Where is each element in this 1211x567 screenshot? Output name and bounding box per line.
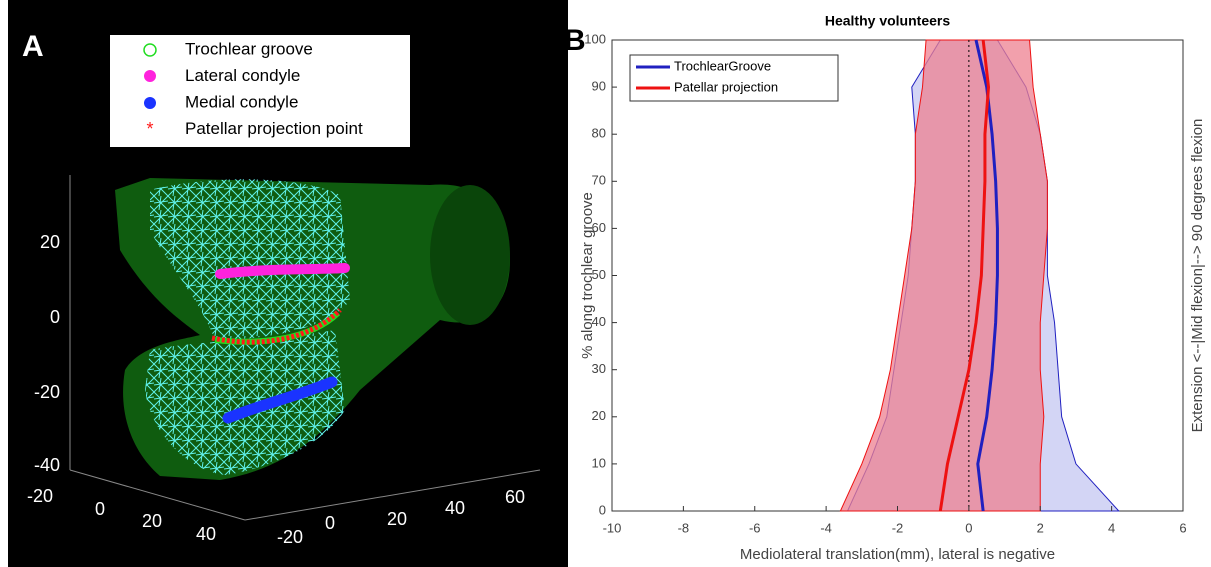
- legend-label: Patellar projection point: [185, 119, 363, 138]
- legend-marker: [143, 43, 157, 57]
- chart-title: Healthy volunteers: [825, 13, 950, 29]
- y-tick-label: 90: [592, 79, 606, 94]
- x-tick-label: 20: [142, 511, 162, 531]
- legend-label: TrochlearGroove: [674, 58, 771, 73]
- band: [839, 39, 1048, 512]
- y-tick-label: 70: [592, 173, 606, 188]
- y-tick-label: 60: [592, 220, 606, 235]
- z-tick-label: -40: [34, 455, 60, 475]
- legend-box: [110, 35, 410, 147]
- x-tick-label: -10: [603, 520, 622, 535]
- x-tick-label: 2: [1037, 520, 1044, 535]
- y-tick-label: 10: [592, 455, 606, 470]
- y-axis-label: % along trochlear groove: [579, 192, 596, 359]
- legend-marker: [144, 70, 156, 82]
- medial-condyle-mesh: [145, 330, 345, 475]
- legend-marker: *: [146, 119, 153, 139]
- legend-label: Patellar projection: [674, 79, 778, 94]
- y-tick-label: 20: [592, 408, 606, 423]
- x-tick-label: 4: [1108, 520, 1115, 535]
- legend-label: Lateral condyle: [185, 66, 300, 85]
- x-tick-label: 0: [965, 520, 972, 535]
- y-tick-label: 100: [584, 31, 606, 46]
- z-tick-label: 0: [50, 307, 60, 327]
- patellar-track: [211, 308, 342, 345]
- x-tick-label: 0: [95, 499, 105, 519]
- panel-b: -10 -8 -6 -4 -2 0 2 4 60102030405060708090100Hea…: [564, 13, 1206, 563]
- legend-label: Trochlear groove: [185, 39, 313, 58]
- x-tick-label: 40: [196, 524, 216, 544]
- lateral-condyle-track: [215, 263, 350, 279]
- x-tick-label: -4: [820, 520, 832, 535]
- z-tick-label: 20: [40, 232, 60, 252]
- x-tick-label: -20: [27, 486, 53, 506]
- y-tick-label: 60: [505, 487, 525, 507]
- y-tick-label: 0: [325, 513, 335, 533]
- x-tick-label: -8: [678, 520, 690, 535]
- series-line: [938, 39, 991, 512]
- x-tick-label: -2: [892, 520, 904, 535]
- x-tick-label: 6: [1179, 520, 1186, 535]
- y2-axis-label: Extension <--|Mid flexion|--> 90 degrees…: [1189, 119, 1206, 433]
- y-tick-label: 0: [599, 502, 606, 517]
- y-tick-label: 40: [445, 498, 465, 518]
- y-tick-label: 80: [592, 126, 606, 141]
- medial-condyle-track: [222, 376, 338, 424]
- panel-label: A: [22, 30, 44, 63]
- legend-label: Medial condyle: [185, 92, 298, 111]
- legend-marker: [144, 97, 156, 109]
- series-line: [974, 39, 999, 512]
- y-tick-label: -20: [277, 527, 303, 547]
- x-tick-label: -6: [749, 520, 761, 535]
- legend-box: [629, 54, 839, 102]
- axes-3d: [69, 175, 541, 521]
- y-tick-label: 30: [592, 361, 606, 376]
- y-tick-label: 40: [592, 314, 606, 329]
- femur-shaft-end: [430, 185, 510, 325]
- panel-a: * A Trochlear groove Lateral condyle Medial…: [8, 0, 568, 567]
- y-tick-label: 20: [387, 509, 407, 529]
- panel-label: B: [564, 24, 586, 57]
- z-tick-label: -20: [34, 382, 60, 402]
- x-axis-label: Mediolateral translation(mm), lateral is…: [740, 546, 1055, 563]
- lateral-condyle-mesh: [150, 179, 350, 340]
- y-tick-label: 50: [592, 267, 606, 282]
